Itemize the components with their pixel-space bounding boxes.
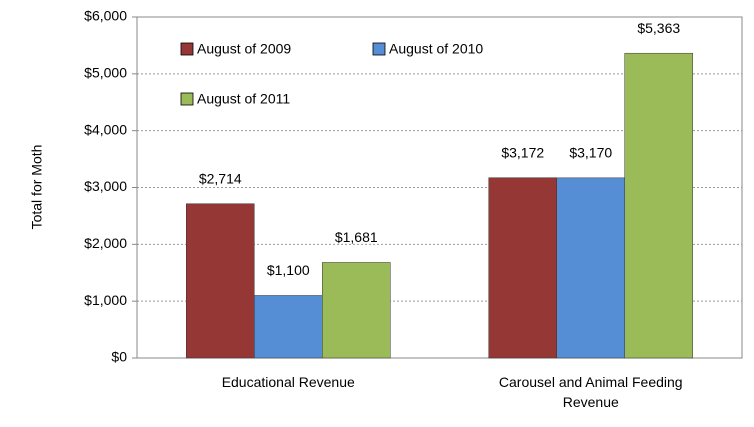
legend-label: August of 2009 — [197, 41, 291, 57]
value-label: $1,681 — [335, 229, 378, 245]
y-tick-label: $4,000 — [84, 121, 127, 137]
y-axis-label: Total for Moth — [29, 145, 45, 230]
value-label: $2,714 — [199, 170, 242, 186]
x-tick-label: Educational Revenue — [221, 374, 355, 390]
y-tick-label: $1,000 — [84, 292, 127, 308]
legend-label: August of 2011 — [197, 91, 290, 107]
y-tick-label: $5,000 — [84, 65, 127, 81]
value-label: $3,170 — [569, 145, 612, 161]
y-tick-label: $6,000 — [84, 8, 127, 24]
y-tick-label: $2,000 — [84, 235, 127, 251]
plot-frame — [136, 16, 743, 359]
bar — [488, 177, 557, 359]
bar — [186, 203, 255, 359]
y-tick-label: $0 — [111, 349, 127, 365]
legend-swatch — [372, 42, 386, 56]
value-label: $5,363 — [637, 20, 680, 36]
x-tick-label: Carousel and Animal Feeding Revenue — [498, 374, 683, 410]
bar — [322, 262, 391, 359]
bar — [624, 52, 693, 359]
y-tick-label: $3,000 — [84, 178, 127, 194]
bar — [254, 295, 323, 359]
bar — [556, 177, 625, 359]
value-label: $3,172 — [501, 144, 544, 160]
legend-swatch — [180, 42, 194, 56]
legend-swatch — [180, 92, 194, 106]
value-label: $1,100 — [267, 262, 310, 278]
legend-label: August of 2010 — [389, 41, 483, 57]
